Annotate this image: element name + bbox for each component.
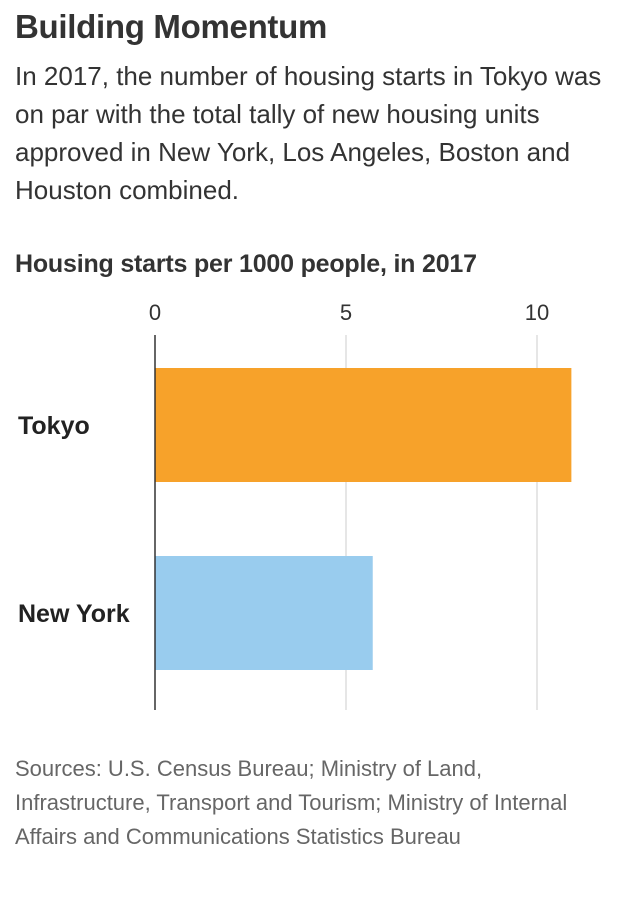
x-axis-ticks: 0 5 10 bbox=[149, 300, 549, 325]
x-tick-label: 5 bbox=[340, 300, 352, 325]
chart-subtitle: In 2017, the number of housing starts in… bbox=[15, 61, 602, 205]
category-labels: Tokyo New York bbox=[18, 412, 130, 628]
source-note: Sources: U.S. Census Bureau; Ministry of… bbox=[15, 756, 568, 849]
category-label: Tokyo bbox=[18, 412, 90, 440]
bar-tokyo bbox=[155, 368, 572, 482]
chart-heading: Housing starts per 1000 people, in 2017 bbox=[15, 250, 477, 278]
bar-chart: 0 5 10 Tokyo New York bbox=[18, 300, 572, 710]
chart-title: Building Momentum bbox=[15, 8, 328, 45]
x-tick-label: 0 bbox=[149, 300, 161, 325]
category-label: New York bbox=[18, 600, 130, 628]
x-tick-label: 10 bbox=[525, 300, 549, 325]
bars bbox=[155, 368, 572, 670]
bar-new-york bbox=[155, 556, 373, 670]
